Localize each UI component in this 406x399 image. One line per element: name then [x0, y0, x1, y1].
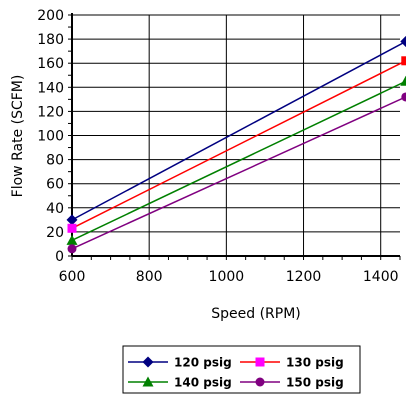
x-tick-label: 1400 — [363, 269, 399, 285]
y-tick-label: 160 — [37, 56, 64, 72]
series-150-psig — [67, 92, 406, 254]
legend-label: 130 psig — [286, 356, 344, 370]
legend-label: 140 psig — [174, 376, 232, 390]
grid — [71, 14, 400, 257]
x-tick-label: 1000 — [209, 269, 245, 285]
x-axis-title: Speed (RPM) — [211, 306, 301, 322]
tick-labels: 0 20 40 60 80 100 120 140 160 180 200 600 800 1000 120… — [37, 8, 398, 285]
legend-marker — [255, 357, 265, 367]
y-tick-label: 200 — [37, 8, 64, 24]
y-tick-label: 100 — [37, 129, 64, 145]
data-point — [400, 75, 406, 86]
y-tick-label: 80 — [46, 153, 64, 169]
x-tick-label: 600 — [59, 269, 86, 285]
y-axis-title: Flow Rate (SCFM) — [10, 75, 26, 198]
y-tick-label: 120 — [37, 104, 64, 120]
legend-marker — [142, 356, 154, 368]
legend-label: 150 psig — [286, 376, 344, 390]
y-tick-label: 60 — [46, 177, 64, 193]
series-140-psig — [66, 75, 406, 245]
data-point — [401, 56, 406, 66]
y-tick-label: 20 — [46, 225, 64, 241]
axes — [68, 13, 401, 260]
data-point — [67, 223, 77, 233]
data-point — [66, 234, 78, 245]
y-tick-label: 140 — [37, 80, 64, 96]
series-line — [71, 96, 406, 250]
data-point — [400, 36, 406, 48]
series-line — [71, 40, 406, 221]
series-line — [71, 60, 406, 229]
y-tick-label: 40 — [46, 201, 64, 217]
x-tick-label: 800 — [136, 269, 163, 285]
legend: 120 psig 130 psig 140 psig 150 psig — [122, 345, 361, 394]
legend-marker — [255, 377, 265, 387]
data-point — [401, 92, 406, 102]
y-tick-label: 0 — [55, 249, 64, 265]
legend-marker — [142, 376, 154, 387]
x-tick-label: 1200 — [286, 269, 322, 285]
series-130-psig — [67, 56, 406, 233]
series-line — [71, 80, 406, 242]
data-point — [67, 244, 77, 254]
series-group — [66, 36, 406, 254]
y-tick-label: 180 — [37, 32, 64, 48]
legend-label: 120 psig — [174, 356, 232, 370]
data-point — [66, 214, 78, 226]
legend-box — [122, 345, 361, 394]
series-120-psig — [66, 36, 406, 226]
